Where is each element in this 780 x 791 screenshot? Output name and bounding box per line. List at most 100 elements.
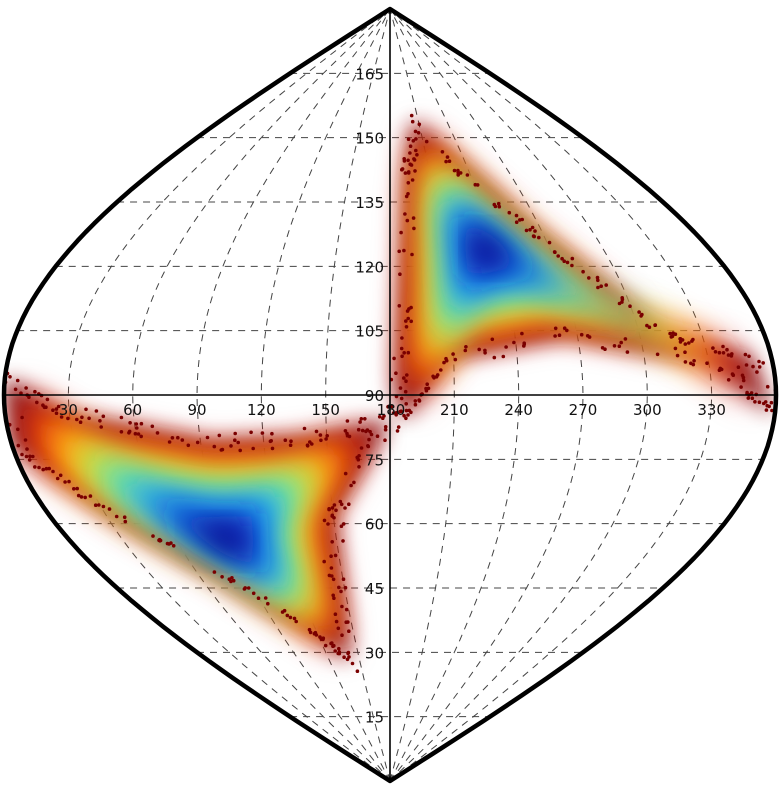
density-clusters bbox=[0, 113, 776, 673]
outlier-point bbox=[691, 362, 696, 367]
outlier-point bbox=[713, 350, 718, 354]
outlier-point bbox=[678, 340, 683, 344]
outlier-point bbox=[314, 429, 319, 434]
outlier-point bbox=[396, 425, 401, 429]
outlier-point bbox=[553, 250, 557, 254]
outlier-point bbox=[176, 435, 180, 440]
outlier-point bbox=[349, 483, 353, 488]
outlier-point bbox=[330, 514, 335, 518]
outlier-point bbox=[398, 272, 402, 277]
x-tick-label: 330 bbox=[697, 401, 726, 419]
outlier-point bbox=[158, 538, 163, 543]
outlier-point bbox=[414, 148, 418, 153]
outlier-point bbox=[411, 139, 416, 143]
outlier-point bbox=[408, 144, 413, 148]
outlier-point bbox=[717, 350, 722, 355]
y-tick-label: 60 bbox=[365, 516, 384, 534]
outlier-point bbox=[305, 443, 310, 448]
outlier-point bbox=[333, 553, 338, 558]
outlier-point bbox=[683, 350, 687, 355]
outlier-point bbox=[673, 332, 678, 337]
outlier-point bbox=[755, 370, 759, 374]
outlier-point bbox=[343, 429, 348, 433]
outlier-point bbox=[25, 447, 29, 451]
outlier-point bbox=[406, 137, 411, 141]
outlier-point bbox=[705, 361, 709, 366]
outlier-point bbox=[445, 155, 450, 159]
outlier-point bbox=[492, 202, 497, 207]
outlier-point bbox=[612, 344, 617, 348]
outlier-point bbox=[683, 360, 688, 364]
outlier-point bbox=[439, 368, 443, 372]
outlier-point bbox=[444, 159, 448, 164]
outlier-point bbox=[58, 473, 63, 478]
outlier-point bbox=[426, 386, 431, 391]
outlier-point bbox=[13, 387, 18, 392]
outlier-point bbox=[432, 376, 436, 380]
tick-labels: 30 60 90 120 150 180 210 240 270 300 330 105 120 135 1… bbox=[59, 65, 726, 726]
density-level bbox=[473, 227, 526, 270]
outlier-point bbox=[398, 386, 403, 390]
outlier-point bbox=[4, 442, 7, 447]
outlier-point bbox=[553, 334, 557, 338]
outlier-point bbox=[339, 589, 343, 594]
outlier-point bbox=[530, 225, 535, 230]
outlier-point bbox=[557, 333, 562, 338]
outlier-point bbox=[329, 566, 334, 570]
outlier-point bbox=[101, 504, 106, 509]
outlier-point bbox=[406, 181, 411, 185]
outlier-point bbox=[56, 404, 61, 409]
outlier-point bbox=[514, 220, 519, 224]
outlier-point bbox=[47, 466, 51, 471]
outlier-point bbox=[413, 402, 418, 407]
density-cluster bbox=[386, 113, 776, 433]
outlier-point bbox=[463, 348, 468, 353]
outlier-point bbox=[408, 162, 413, 166]
outlier-point bbox=[19, 391, 23, 396]
outlier-point bbox=[134, 422, 139, 426]
grid-meridian bbox=[389, 9, 648, 781]
outlier-point bbox=[33, 465, 37, 469]
outlier-point bbox=[587, 276, 591, 280]
outlier-point bbox=[93, 503, 98, 508]
outlier-point bbox=[24, 454, 29, 459]
outlier-point bbox=[528, 228, 532, 232]
outlier-point bbox=[338, 499, 343, 504]
outlier-point bbox=[639, 314, 643, 318]
outlier-point bbox=[355, 669, 360, 673]
outlier-point bbox=[413, 399, 418, 403]
outlier-point bbox=[123, 519, 128, 524]
outlier-point bbox=[518, 218, 522, 222]
outlier-point bbox=[333, 649, 338, 653]
outlier-point bbox=[331, 577, 336, 582]
outlier-point bbox=[88, 494, 93, 498]
y-tick-label: 45 bbox=[365, 580, 384, 598]
outlier-point bbox=[617, 344, 622, 349]
outlier-point bbox=[736, 365, 741, 370]
outlier-point bbox=[556, 254, 560, 258]
outlier-point bbox=[403, 212, 407, 216]
map-outline bbox=[1, 6, 779, 784]
outlier-point bbox=[352, 480, 356, 485]
outlier-point bbox=[318, 433, 323, 437]
outlier-point bbox=[394, 413, 399, 417]
outlier-point bbox=[417, 122, 422, 127]
outlier-point bbox=[339, 524, 344, 528]
outlier-point bbox=[364, 429, 368, 434]
outlier-point bbox=[330, 574, 334, 578]
outlier-point bbox=[753, 400, 757, 404]
outlier-point bbox=[337, 585, 341, 590]
grid-meridian bbox=[260, 9, 391, 781]
outlier-point bbox=[101, 414, 106, 419]
outlier-point bbox=[323, 643, 328, 648]
outlier-point bbox=[133, 431, 138, 436]
outlier-point bbox=[0, 379, 2, 383]
outlier-point bbox=[219, 448, 224, 452]
x-tick-label: 90 bbox=[187, 401, 206, 419]
outlier-point bbox=[501, 354, 506, 359]
outlier-point bbox=[15, 427, 20, 432]
outlier-point bbox=[765, 384, 770, 389]
outlier-point bbox=[329, 554, 333, 558]
outlier-point bbox=[99, 425, 103, 429]
outlier-point bbox=[637, 310, 641, 314]
